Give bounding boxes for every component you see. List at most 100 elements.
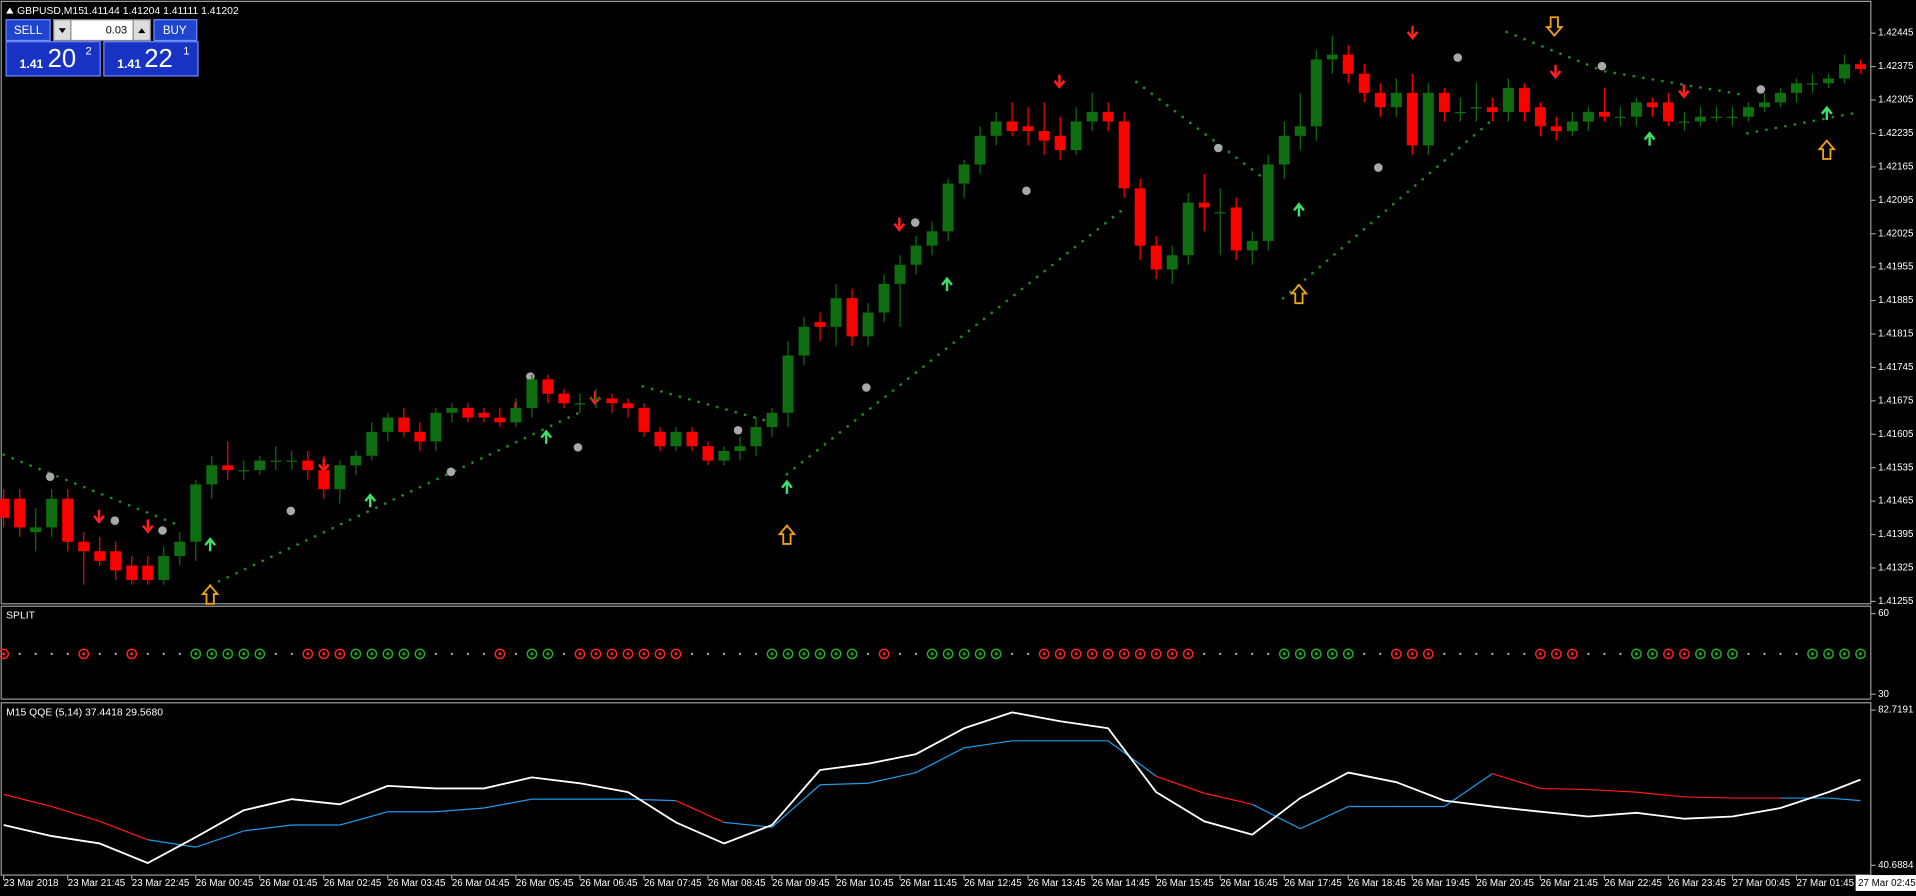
y-tick-label: 1.41885 (1878, 295, 1914, 306)
candle-body (1823, 78, 1835, 84)
candle-body (766, 412, 778, 428)
signal-dot (1763, 652, 1766, 655)
entry-up (1289, 283, 1309, 305)
trail-segment (243, 824, 292, 832)
signal-ring (1679, 648, 1690, 660)
candle-body (606, 398, 618, 404)
signal-ring (878, 648, 890, 660)
up-icon (138, 28, 146, 34)
candle-body (638, 408, 650, 432)
trail-segment (675, 800, 725, 823)
y-tick-label: 1.41675 (1878, 395, 1914, 406)
signal-ring (254, 648, 266, 660)
candle-body (366, 431, 378, 456)
signal-ring (206, 648, 218, 660)
qqe-panel-frame (0, 702, 1872, 876)
signal-center (1827, 652, 1830, 656)
signal-ring (1166, 648, 1178, 660)
grey-signal (1022, 186, 1031, 196)
signal-center (962, 652, 966, 656)
candle-body (302, 460, 314, 471)
sar-segment (1746, 111, 1859, 135)
x-tick-label: 26 Mar 13:45 (1028, 878, 1086, 889)
signal-ring (1823, 648, 1834, 660)
candle-body (734, 446, 746, 451)
signal-ring (670, 648, 682, 660)
signal-center (658, 652, 662, 656)
collapse-icon[interactable] (6, 7, 14, 14)
candle-body (62, 498, 74, 542)
candle-body (1102, 111, 1114, 122)
signal-center (610, 652, 614, 656)
signal-ring (574, 648, 586, 660)
buy-arrow (1643, 131, 1656, 146)
candle-body (0, 498, 10, 518)
trail-segment (51, 805, 100, 822)
ask-pips: 22 (144, 45, 173, 73)
grey-signal (573, 443, 583, 452)
signal-ring (1054, 648, 1066, 660)
candle-body (1166, 255, 1178, 270)
y-tick-label: 1.42235 (1878, 128, 1914, 139)
signal-ring (1534, 648, 1546, 660)
candle-body (1214, 212, 1226, 214)
trail-segment (1636, 791, 1685, 798)
signal-ring (318, 648, 330, 660)
grey-signal (446, 467, 456, 477)
candle-body (398, 417, 410, 432)
signal-dot (1011, 652, 1014, 655)
candle-body (526, 379, 538, 409)
down-icon (58, 28, 66, 34)
candle-body (878, 283, 890, 313)
signal-ring (830, 648, 842, 660)
x-tick-label: 26 Mar 20:45 (1476, 878, 1534, 889)
signal-ring (1855, 648, 1866, 660)
signal-ring (958, 648, 970, 660)
candle-body (718, 450, 730, 461)
candle-body (814, 322, 826, 327)
signal-center (850, 652, 854, 656)
signal-dot (1795, 652, 1798, 655)
signal-dot (274, 652, 277, 655)
trail-segment (964, 740, 1013, 749)
signal-ring (638, 648, 650, 660)
signal-ring (1406, 648, 1418, 660)
trail-segment (3, 793, 52, 808)
signal-ring (1567, 648, 1578, 660)
candle-body (1246, 240, 1258, 251)
signal-ring (1695, 648, 1706, 660)
signal-ring (974, 648, 986, 660)
signal-ring (78, 648, 90, 660)
signal-center (1042, 652, 1046, 656)
trade-panel: SELL 0.03 BUY 1.41 20 2 1.41 22 1 (5, 19, 199, 77)
grey-signal (862, 383, 871, 392)
candle-body (318, 470, 330, 490)
grey-signal (1213, 143, 1223, 153)
trail-segment (147, 839, 196, 848)
signal-dot (1251, 652, 1254, 655)
ask-box[interactable] (103, 41, 199, 77)
x-tick-label: 23 Mar 22:45 (132, 878, 190, 889)
buy-arrow (781, 479, 793, 494)
signal-center (370, 652, 374, 656)
y-tick-label: 30 (1878, 689, 1889, 700)
sell-button[interactable] (5, 19, 51, 42)
signal-dot (1219, 652, 1222, 655)
candle-body (254, 460, 266, 471)
y-tick-label: 1.42305 (1878, 95, 1914, 106)
y-tick-label: 82.7191 (1878, 705, 1913, 716)
trail-segment (1300, 805, 1349, 830)
buy-label: BUY (163, 24, 187, 37)
x-tick-label: 26 Mar 09:45 (772, 878, 830, 889)
bid-box[interactable] (5, 41, 101, 77)
candle-body (1022, 126, 1034, 132)
candle-body (462, 408, 474, 418)
y-tick-label: 1.42165 (1878, 161, 1914, 172)
candle-body (446, 408, 458, 413)
signal-dot (1379, 652, 1382, 655)
signal-dot (1363, 652, 1366, 655)
signal-center (242, 652, 246, 656)
buy-button[interactable] (153, 19, 198, 42)
x-tick-label: 26 Mar 21:45 (1540, 878, 1598, 889)
bid-point: 2 (86, 45, 92, 57)
